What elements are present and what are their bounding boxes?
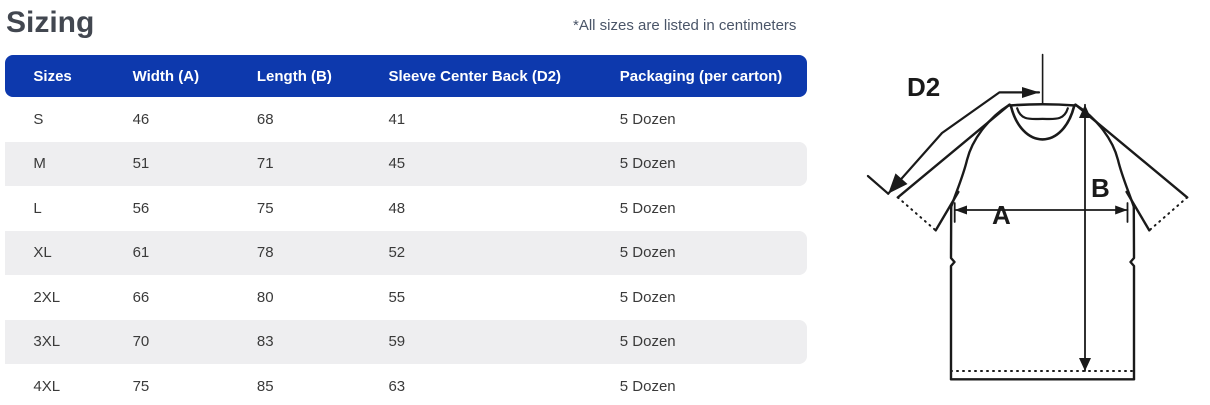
svg-text:B: B: [1091, 173, 1110, 203]
svg-text:A: A: [992, 200, 1011, 230]
svg-text:D2: D2: [907, 72, 940, 102]
